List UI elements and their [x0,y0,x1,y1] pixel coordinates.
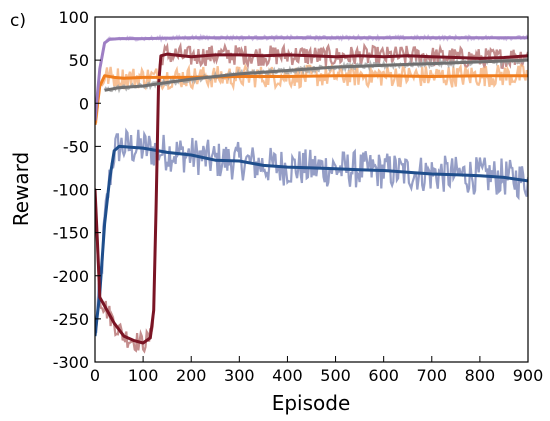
panel-label: c) [10,11,26,31]
series-1-raw-line [95,41,528,354]
x-tick-label: 0 [90,366,100,385]
x-tick-label: 400 [272,366,303,385]
x-tick-label: 100 [128,366,159,385]
y-tick-label: -100 [53,181,89,200]
series-0-smoothed-line [95,144,528,337]
x-tick-label: 600 [368,366,399,385]
series-0-raw-line [95,127,528,334]
y-tick-label: -150 [53,224,89,243]
y-tick-label: 100 [58,8,89,27]
y-tick-label: 0 [79,94,89,113]
x-tick-label: 500 [320,366,351,385]
series-2-smoothed-line [95,74,528,125]
y-tick-label: 50 [69,51,89,70]
y-tick-label: -50 [63,137,89,156]
x-tick-label: 200 [176,366,207,385]
plot-area: 0 100 200 300 400 500 600 700 800 900-300-250-200… [53,8,544,385]
y-axis-label: Reward [9,152,33,226]
y-tick-label: -200 [53,267,89,286]
series-4-smoothed-line [95,36,528,121]
x-tick-label: 700 [417,366,448,385]
x-tick-label: 800 [465,366,496,385]
x-tick-label: 900 [513,366,544,385]
x-tick-label: 300 [224,366,255,385]
series-lines [95,33,528,354]
series-1-smoothed-line [95,52,528,345]
series-3-smoothed-line [104,58,528,92]
y-tick-label: -300 [53,353,89,372]
x-axis-label: Episode [272,391,351,415]
y-tick-label: -250 [53,310,89,329]
series-2-raw-line [95,63,528,125]
